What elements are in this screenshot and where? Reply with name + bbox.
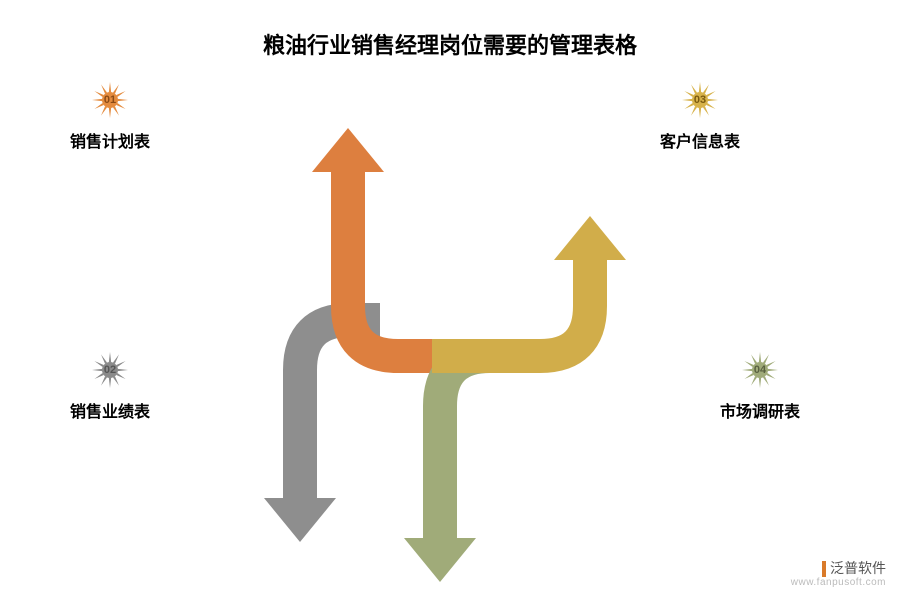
sun-icon: 01 <box>90 80 130 120</box>
arrowhead-olive <box>404 538 476 582</box>
arrow-orange <box>348 170 438 356</box>
sun-icon: 04 <box>740 350 780 390</box>
node-number: 01 <box>104 94 116 106</box>
arrowhead-gray <box>264 498 336 542</box>
node-label: 客户信息表 <box>660 128 740 152</box>
node-label: 市场调研表 <box>720 398 800 422</box>
arrow-gray <box>300 320 380 500</box>
node-03: 03 客户信息表 <box>660 80 740 152</box>
arrowhead-orange <box>312 128 384 172</box>
watermark-url: www.fanpusoft.com <box>791 577 886 588</box>
sun-icon: 02 <box>90 350 130 390</box>
watermark-brand: 泛普软件 <box>830 561 886 576</box>
diagram-title: 粮油行业销售经理岗位需要的管理表格 <box>0 28 900 60</box>
node-label: 销售业绩表 <box>70 398 150 422</box>
arrowhead-gold <box>554 216 626 260</box>
node-number: 03 <box>694 94 706 106</box>
sun-icon: 03 <box>680 80 720 120</box>
watermark-accent-bar <box>822 561 826 577</box>
node-01: 01 销售计划表 <box>70 80 150 152</box>
node-number: 04 <box>754 364 766 376</box>
watermark: 泛普软件 www.fanpusoft.com <box>791 561 886 588</box>
node-04: 04 市场调研表 <box>720 350 800 422</box>
node-label: 销售计划表 <box>70 128 150 152</box>
arrow-olive <box>440 356 540 540</box>
node-02: 02 销售业绩表 <box>70 350 150 422</box>
node-number: 02 <box>104 364 116 376</box>
arrow-gold <box>432 258 590 356</box>
